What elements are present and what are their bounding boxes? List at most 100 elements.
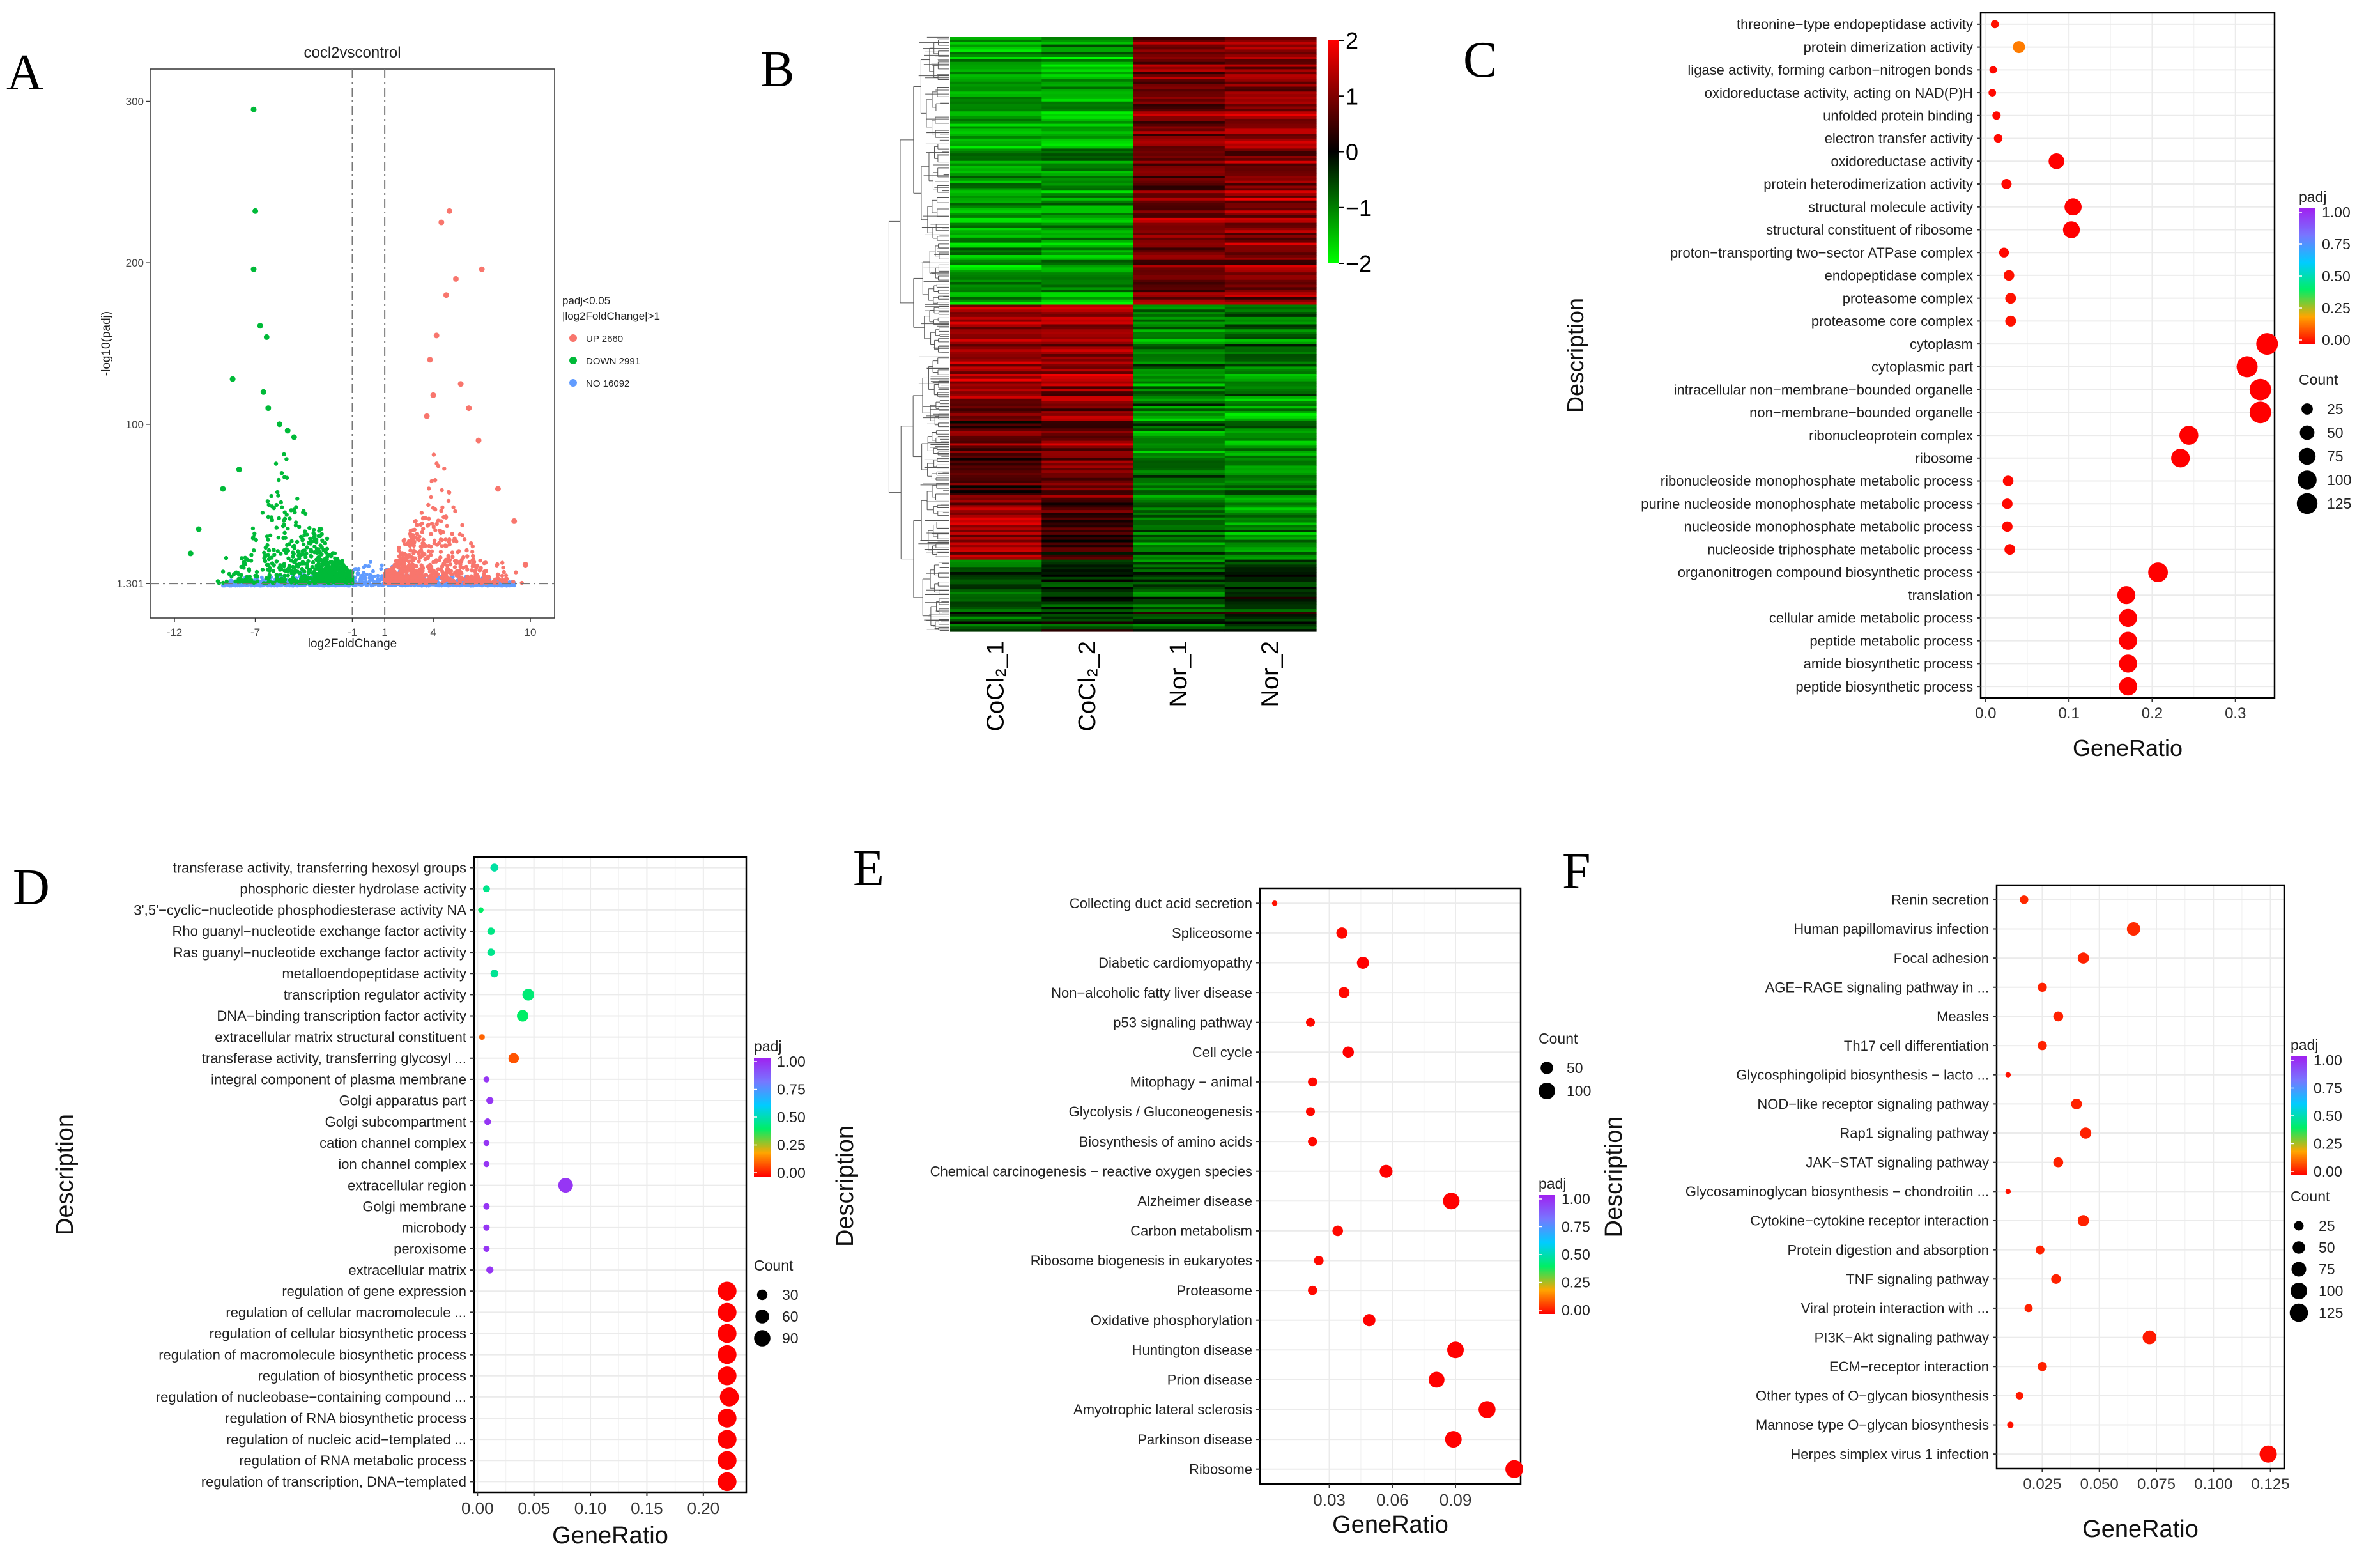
heatmap-cell <box>1041 225 1134 228</box>
volcano-point-no <box>440 583 444 588</box>
padj-tick-label: 0.75 <box>1562 1219 1590 1235</box>
heatmap-cell <box>1133 307 1225 310</box>
heatmap-cell <box>1133 394 1225 397</box>
volcano-point-up <box>415 523 419 527</box>
heatmap-cell <box>1224 589 1317 592</box>
volcano-point-down <box>266 502 271 507</box>
gene-ratio-tick-label: 0.100 <box>2194 1476 2232 1493</box>
heatmap-cell <box>1133 314 1225 318</box>
heatmap-cell <box>1133 381 1225 385</box>
term-label: regulation of macromolecule biosynthetic… <box>158 1347 466 1363</box>
dot-point <box>1308 1077 1317 1087</box>
heatmap-cell <box>950 601 1042 605</box>
heatmap-cell <box>950 233 1042 236</box>
go-dotplot-d: transferase activity, transferring hexos… <box>52 856 806 1549</box>
heatmap-cell <box>1224 465 1317 468</box>
heatmap-cell <box>1041 235 1134 238</box>
heatmap-cell <box>1224 522 1317 525</box>
volcano-point-down <box>311 578 316 583</box>
description-axis-title: Description <box>1601 1116 1627 1237</box>
volcano-frame <box>150 68 555 619</box>
heatmap-cell <box>950 537 1042 541</box>
volcano-point-down <box>284 475 289 480</box>
heatmap-cell <box>950 190 1042 194</box>
heatmap-cell <box>1041 86 1134 89</box>
heatmap-cell <box>1133 49 1225 52</box>
heatmap-cell <box>1133 468 1225 471</box>
volcano-point-up <box>436 567 440 571</box>
heatmap-cell <box>1041 148 1134 151</box>
volcano-point-up <box>417 559 421 564</box>
heatmap-cell <box>1133 354 1225 357</box>
volcano-legend-key <box>569 357 577 364</box>
heatmap-cell <box>1133 341 1225 345</box>
volcano-point-up <box>426 549 431 553</box>
volcano-point-up <box>419 553 424 559</box>
heatmap-cell <box>1041 89 1134 92</box>
heatmap-cell <box>950 619 1042 622</box>
heatmap-cell <box>950 440 1042 444</box>
heatmap-cell <box>1224 89 1317 92</box>
gene-ratio-tick-label: 0.075 <box>2137 1476 2176 1493</box>
heatmap-cell <box>1224 383 1317 387</box>
volcano-point-down <box>330 562 335 566</box>
heatmap-cell <box>1041 242 1134 246</box>
dot-point <box>2015 1391 2023 1400</box>
heatmap-cell <box>1133 514 1225 518</box>
heatmap-cell <box>1133 455 1225 459</box>
heatmap-cell <box>1041 398 1134 402</box>
padj-tick-label: 0.00 <box>2322 332 2351 348</box>
term-label: nucleoside monophosphate metabolic proce… <box>1684 519 1973 535</box>
volcano-point-up <box>410 533 414 537</box>
term-label: Viral protein interaction with ... <box>1801 1301 1989 1317</box>
dot-point <box>2038 1362 2047 1371</box>
volcano-point-down <box>325 536 330 541</box>
volcano-point-no <box>362 571 366 575</box>
heatmap-cell <box>950 438 1042 442</box>
heatmap-cell <box>1041 47 1134 50</box>
heatmap-cell <box>1133 233 1225 236</box>
volcano-point-up <box>401 560 406 566</box>
heatmap-cell <box>1224 376 1317 380</box>
volcano-point-up <box>408 529 413 533</box>
go-dotplot-c: threonine−type endopeptidase activitypro… <box>1562 12 2351 761</box>
count-legend-key <box>1540 1062 1553 1074</box>
heatmap-cell <box>1041 213 1134 216</box>
volcano-point-down <box>302 533 307 537</box>
heatmap-cell <box>1133 309 1225 313</box>
heatmap-cell <box>950 376 1042 380</box>
heatmap-cell <box>1133 547 1225 550</box>
heatmap-cell <box>1133 582 1225 585</box>
heatmap-cell <box>1041 79 1134 82</box>
gene-ratio-tick-label: 0.0 <box>1975 705 1996 722</box>
heatmap-cell <box>950 361 1042 365</box>
heatmap-cell <box>1041 257 1134 261</box>
heatmap-cell <box>1224 233 1317 236</box>
volcano-point-up <box>424 573 429 577</box>
volcano-point-up <box>418 548 424 553</box>
heatmap-cell <box>1224 513 1317 516</box>
volcano-point-up <box>445 563 450 568</box>
dot-point <box>1989 66 1997 74</box>
heatmap-cell <box>1224 455 1317 459</box>
volcano-point-down-high <box>220 486 226 492</box>
heatmap-cell <box>1133 490 1225 493</box>
volcano-point-down <box>279 471 284 475</box>
heatmap-cell <box>1041 364 1134 367</box>
heatmap-cell <box>1041 220 1134 224</box>
volcano-point-down <box>245 579 250 583</box>
volcano-point-no <box>363 564 367 568</box>
count-legend-label: 100 <box>2327 472 2351 488</box>
volcano-point-up <box>504 576 509 581</box>
volcano-point-up <box>455 569 459 573</box>
volcano-point-down <box>304 551 309 556</box>
heatmap-cell <box>950 621 1042 624</box>
heatmap-cell <box>1133 599 1225 603</box>
heatmap-cell <box>950 336 1042 340</box>
heatmap-cell <box>1041 599 1134 603</box>
padj-tick-label: 0.50 <box>2322 268 2351 284</box>
term-label: Human papillomavirus infection <box>1793 921 1989 937</box>
heatmap-cell <box>1224 173 1317 176</box>
heatmap-cell <box>1224 230 1317 233</box>
heatmap-cell <box>1224 141 1317 144</box>
